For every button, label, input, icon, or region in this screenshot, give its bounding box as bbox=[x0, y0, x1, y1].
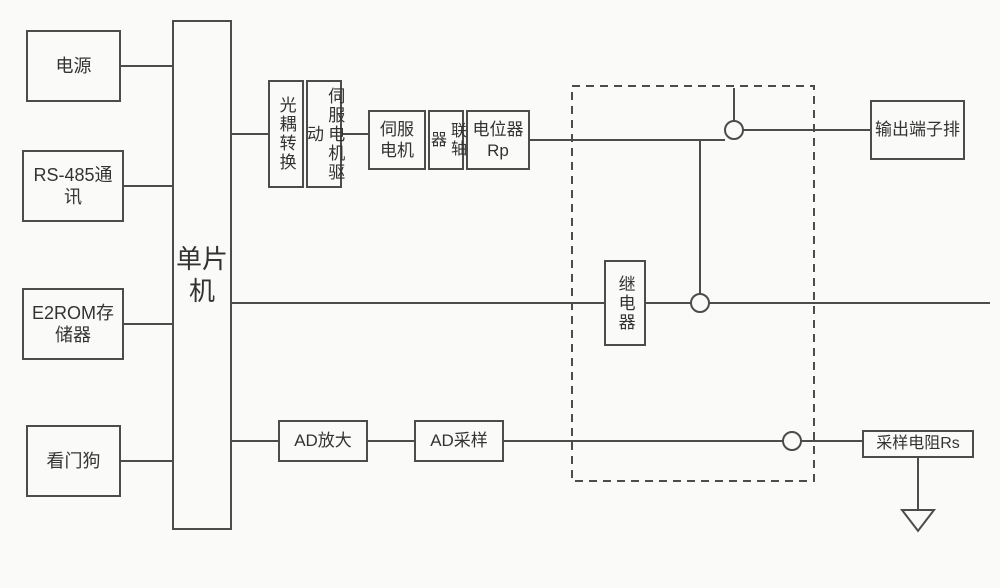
e2rom-label: E2ROM存储器 bbox=[26, 302, 120, 347]
power-box: 电源 bbox=[26, 30, 121, 102]
relay-label: 继电器 bbox=[614, 275, 635, 332]
servo_drv-box: 伺服电机驱动 bbox=[306, 80, 342, 188]
rs_sample-label: 采样电阻Rs bbox=[876, 434, 960, 454]
relay-box: 继电器 bbox=[604, 260, 646, 346]
power-label: 电源 bbox=[56, 55, 92, 78]
out_terminal-box: 输出端子排 bbox=[870, 100, 965, 160]
opto-label: 光耦转换 bbox=[275, 96, 296, 172]
watchdog-box: 看门狗 bbox=[26, 425, 121, 497]
coupling-box: 联轴器 bbox=[428, 110, 464, 170]
rs485-label: RS-485通讯 bbox=[26, 164, 120, 209]
rs_sample-box: 采样电阻Rs bbox=[862, 430, 974, 458]
servo_motor-label: 伺服电机 bbox=[372, 119, 422, 162]
out_terminal-label: 输出端子排 bbox=[875, 119, 960, 140]
ad_samp-box: AD采样 bbox=[414, 420, 504, 462]
ad_amp-box: AD放大 bbox=[278, 420, 368, 462]
pot-box: 电位器Rp bbox=[466, 110, 530, 170]
mcu-label: 单片机 bbox=[176, 243, 228, 308]
e2rom-box: E2ROM存储器 bbox=[22, 288, 124, 360]
mcu-box: 单片机 bbox=[172, 20, 232, 530]
watchdog-label: 看门狗 bbox=[47, 450, 101, 473]
servo_motor-box: 伺服电机 bbox=[368, 110, 426, 170]
rs485-box: RS-485通讯 bbox=[22, 150, 124, 222]
coupling-label: 联轴器 bbox=[426, 114, 466, 166]
ad_samp-label: AD采样 bbox=[430, 430, 488, 451]
pot-label: 电位器Rp bbox=[470, 119, 526, 162]
ad_amp-label: AD放大 bbox=[294, 430, 352, 451]
servo_drv-label: 伺服电机驱动 bbox=[303, 84, 346, 184]
opto-box: 光耦转换 bbox=[268, 80, 304, 188]
